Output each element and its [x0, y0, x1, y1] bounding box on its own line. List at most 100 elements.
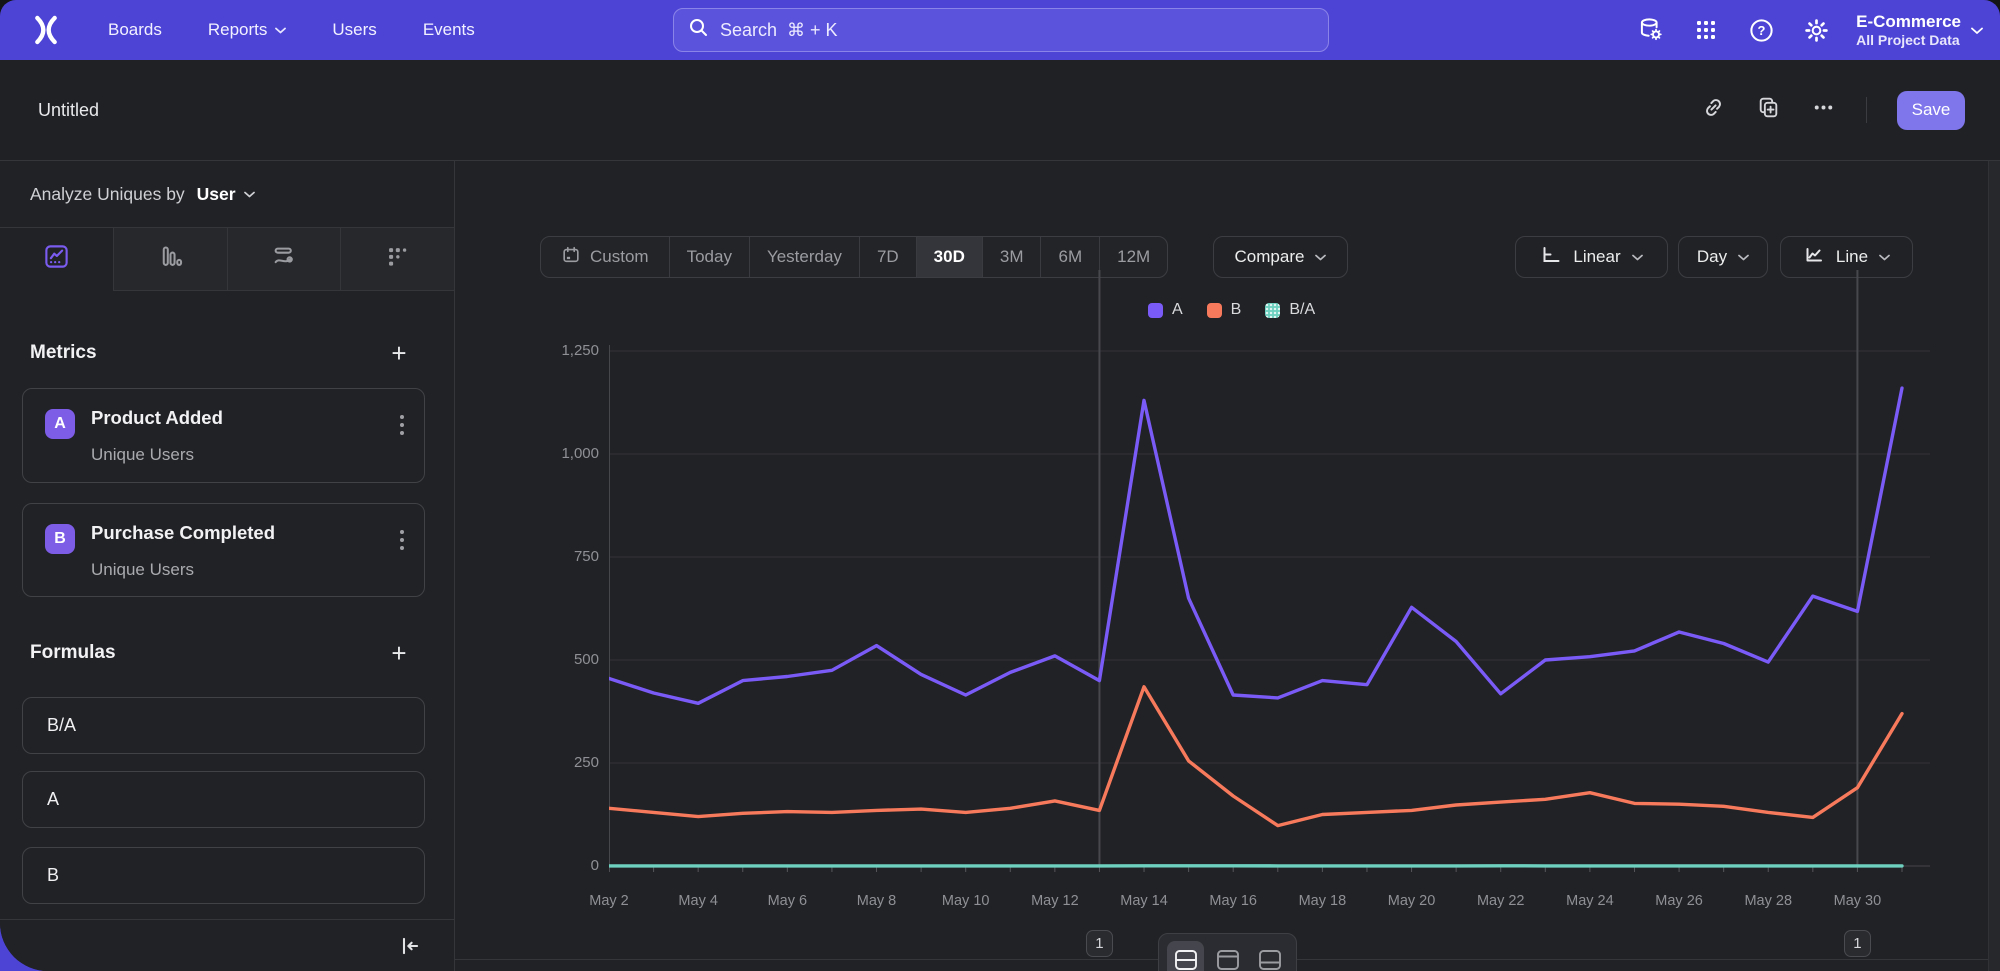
nav-items: Boards Reports Users Events — [108, 20, 475, 40]
metric-name: Purchase Completed — [91, 522, 276, 543]
annotation-badge[interactable]: 1 — [1843, 930, 1871, 957]
settings-gear-icon[interactable] — [1801, 15, 1831, 45]
range-yesterday[interactable]: Yesterday — [748, 237, 859, 277]
data-connections-icon[interactable] — [1636, 15, 1666, 45]
project-selector[interactable]: E-Commerce All Project Data — [1856, 11, 1983, 49]
line-chart[interactable]: 0 250 500 750 1,000 1,250 May 2 May 4 May 6 May … — [561, 270, 1930, 957]
formula-card-b[interactable]: B — [22, 847, 425, 904]
top-nav: Boards Reports Users Events — [0, 0, 2000, 60]
search-icon — [688, 17, 709, 43]
interval-selector[interactable]: Day — [1678, 236, 1768, 278]
series-line-b — [607, 685, 1904, 828]
layout-footer-bottom-button[interactable] — [1251, 941, 1288, 971]
legend-item-b[interactable]: B — [1206, 301, 1241, 319]
formula-label: A — [47, 789, 60, 809]
x-axis-label: May 20 — [1387, 893, 1436, 909]
x-axis-label: May 4 — [678, 893, 718, 909]
x-axis-label: May 30 — [1833, 893, 1882, 909]
metric-card-a[interactable]: A Product Added Unique Users — [22, 388, 425, 483]
metric-badge-a: A — [45, 409, 75, 439]
range-12m[interactable]: 12M — [1099, 237, 1167, 277]
apps-grid-icon[interactable] — [1691, 15, 1721, 45]
linear-scale-icon — [1540, 244, 1562, 271]
layout-toggle-toolbar — [1158, 933, 1297, 971]
x-axis-label: May 8 — [856, 893, 897, 909]
nav-item-boards[interactable]: Boards — [108, 20, 162, 39]
chevron-down-icon — [243, 191, 255, 198]
duplicate-icon[interactable] — [1756, 95, 1781, 125]
x-axis-label: May 26 — [1655, 893, 1703, 909]
chevron-down-icon — [1631, 254, 1643, 261]
copy-link-icon[interactable] — [1701, 95, 1726, 125]
x-axis-label: May 16 — [1209, 893, 1257, 909]
annotation-badge[interactable]: 1 — [1085, 930, 1113, 957]
tab-retention[interactable] — [340, 228, 454, 291]
range-7d[interactable]: 7D — [858, 237, 916, 277]
chevron-down-icon — [1738, 254, 1749, 261]
formula-card-a[interactable]: A — [22, 771, 425, 828]
report-canvas: Custom Today Yesterday 7D 30D 3M 6M 12M Compare… — [455, 161, 1988, 971]
add-formula-button[interactable]: + — [391, 638, 407, 668]
content-surface: Untitled — [0, 60, 2000, 971]
metric-subtitle: Unique Users — [91, 445, 194, 464]
retention-dots-icon — [384, 243, 411, 275]
layout-header-top-button[interactable] — [1209, 941, 1246, 971]
range-30d[interactable]: 30D — [915, 237, 982, 277]
nav-item-users[interactable]: Users — [332, 20, 377, 39]
search-input[interactable] — [720, 19, 1314, 41]
help-icon[interactable]: ? — [1746, 15, 1776, 45]
scrollbar[interactable] — [1988, 161, 2000, 971]
analyze-by-selector[interactable]: User — [197, 184, 255, 205]
metrics-header: Metrics + — [30, 339, 414, 367]
tab-insights[interactable] — [0, 228, 113, 291]
metric-kebab-menu-icon[interactable] — [396, 526, 408, 554]
report-title[interactable]: Untitled — [38, 99, 100, 120]
metrics-heading: Metrics — [30, 342, 97, 363]
range-6m[interactable]: 6M — [1040, 237, 1099, 277]
x-axis-label: May 28 — [1744, 893, 1793, 909]
range-3m[interactable]: 3M — [981, 237, 1041, 277]
scale-selector[interactable]: Linear — [1515, 236, 1668, 278]
chart-plot — [607, 270, 1930, 872]
nav-item-events[interactable]: Events — [422, 20, 475, 39]
chart-type-selector[interactable]: Line — [1780, 236, 1913, 278]
layout-split-horizontal-button[interactable] — [1167, 941, 1204, 971]
more-options-icon[interactable] — [1811, 95, 1836, 125]
save-button[interactable]: Save — [1897, 90, 1965, 130]
y-axis-label: 750 — [573, 548, 599, 565]
legend-item-ba[interactable]: B/A — [1265, 301, 1315, 319]
formula-card-ba[interactable]: B/A — [22, 697, 425, 754]
project-name: E-Commerce — [1856, 11, 1961, 31]
metric-card-b[interactable]: B Purchase Completed Unique Users — [22, 503, 425, 597]
legend-swatch-ba — [1265, 302, 1281, 318]
sidebar: Analyze Uniques by User — [0, 161, 455, 971]
tab-funnels[interactable] — [112, 228, 227, 291]
mixpanel-logo-icon[interactable] — [30, 15, 62, 45]
collapse-sidebar-icon[interactable] — [398, 934, 422, 963]
range-custom[interactable]: Custom — [541, 237, 669, 277]
x-axis-label: May 12 — [1031, 893, 1079, 909]
formula-label: B/A — [47, 715, 77, 735]
y-axis-label: 500 — [573, 651, 599, 668]
add-metric-button[interactable]: + — [391, 338, 407, 368]
search-bar[interactable] — [673, 8, 1329, 52]
metric-kebab-menu-icon[interactable] — [396, 411, 408, 439]
x-axis-label: May 18 — [1298, 893, 1347, 909]
legend-swatch-a — [1148, 302, 1163, 318]
legend-swatch-b — [1206, 302, 1222, 318]
chart-legend: A B B/A — [1148, 301, 1315, 319]
range-today[interactable]: Today — [668, 237, 749, 277]
project-scope: All Project Data — [1856, 31, 1960, 48]
chevron-down-icon — [275, 27, 287, 34]
chevron-down-icon — [1315, 254, 1327, 261]
tab-flows[interactable] — [226, 228, 341, 291]
nav-item-reports[interactable]: Reports — [208, 20, 287, 40]
calendar-icon — [561, 245, 581, 270]
formula-label: B — [47, 865, 60, 885]
line-chart-icon — [1803, 244, 1825, 271]
compare-button[interactable]: Compare — [1213, 236, 1348, 278]
bar-chart-icon — [157, 243, 184, 275]
legend-item-a[interactable]: A — [1148, 301, 1183, 319]
x-axis-label: May 2 — [589, 893, 629, 909]
insights-chart-icon — [43, 243, 70, 275]
